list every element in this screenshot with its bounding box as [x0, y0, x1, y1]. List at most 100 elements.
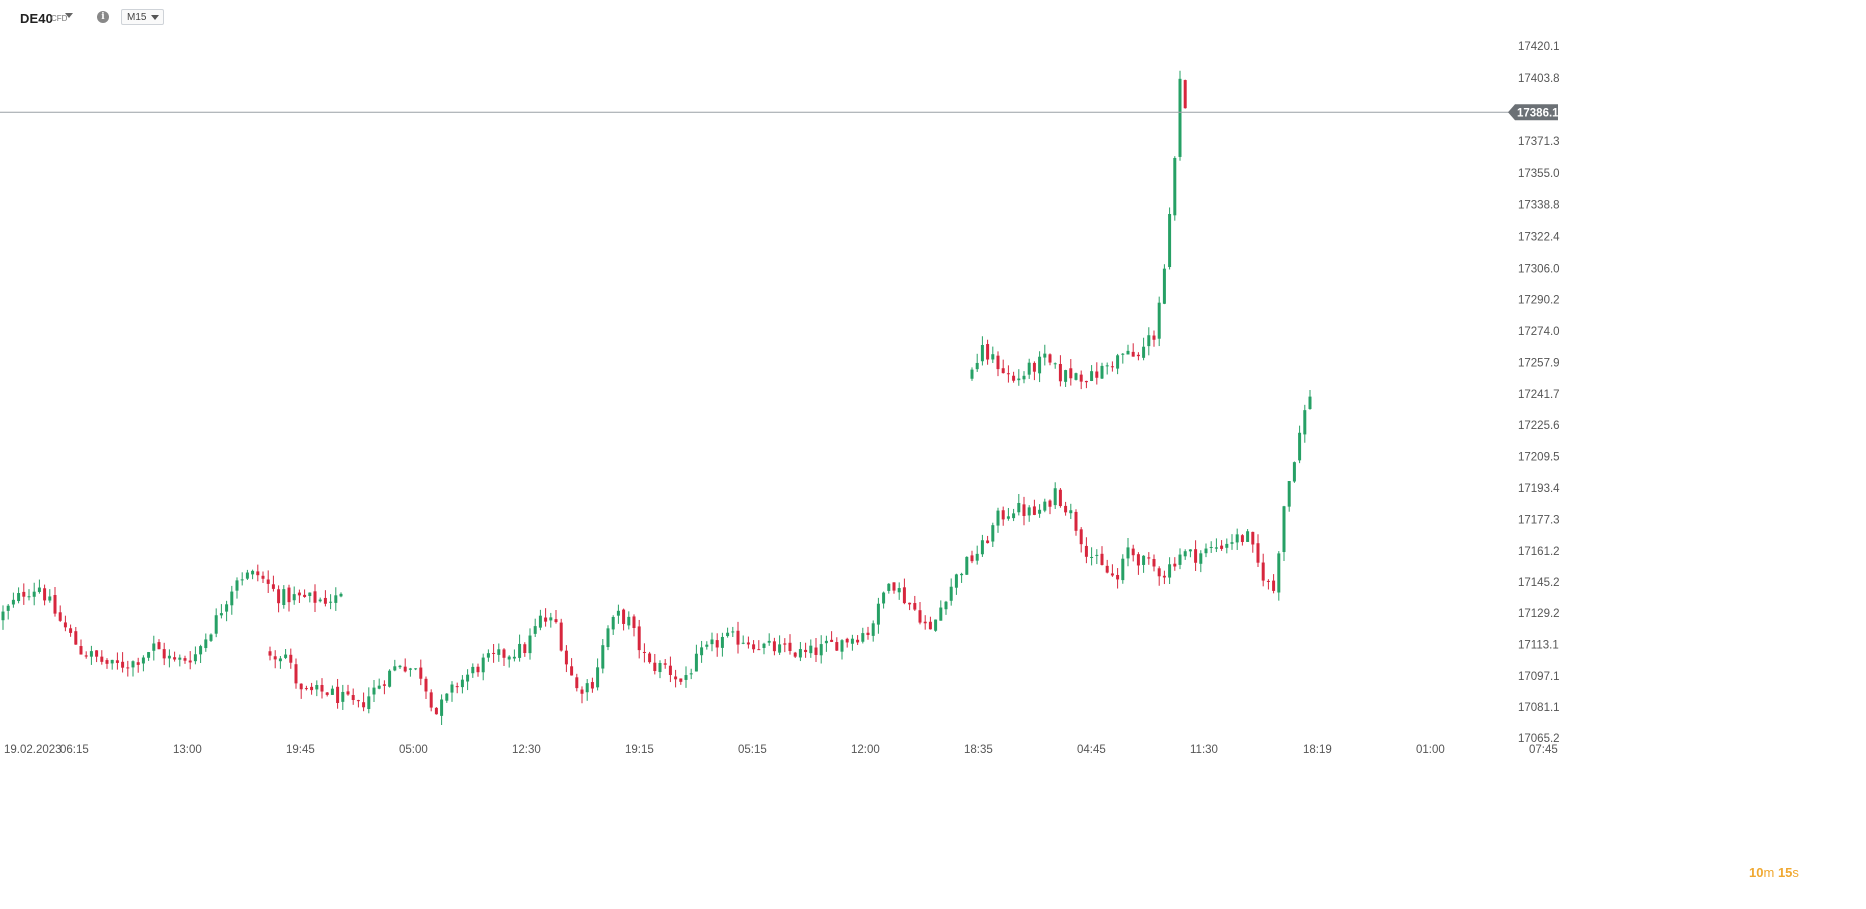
candle-body: [965, 556, 969, 575]
candle-body: [804, 649, 808, 653]
price-axis-label: 17257.9: [1518, 357, 1560, 369]
candle-body: [954, 574, 958, 588]
candle-body: [632, 616, 636, 629]
candle-body: [1105, 565, 1109, 573]
candle-body: [105, 660, 109, 664]
candle-body: [235, 580, 239, 591]
candle-body: [1022, 504, 1026, 516]
candle-body: [74, 631, 78, 645]
candle-body: [341, 691, 345, 702]
candle-body: [22, 591, 26, 597]
candle-body: [43, 588, 47, 601]
candle-body: [1095, 554, 1099, 556]
candle-body: [757, 649, 761, 651]
candle-body: [1038, 509, 1042, 514]
info-icon[interactable]: i: [97, 11, 109, 23]
candle-body: [303, 594, 307, 597]
candle-body: [292, 594, 296, 601]
price-axis[interactable]: 17420.1 17403.8 17371.3 17355.0 17338.8 17322…: [1518, 41, 1560, 745]
candle-body: [1261, 562, 1265, 581]
candle-body: [564, 650, 568, 665]
candle-body: [1136, 354, 1140, 357]
candles-layer: [1, 70, 1312, 726]
countdown-seconds: 15: [1777, 865, 1793, 880]
candle-body: [908, 602, 912, 605]
candle-body: [523, 644, 527, 654]
candle-body: [32, 591, 36, 597]
price-axis-label: 17145.2: [1518, 577, 1560, 589]
candle-body: [304, 688, 308, 690]
candle-body: [1292, 462, 1296, 482]
candle-body: [1246, 531, 1250, 542]
candle-body: [230, 591, 234, 606]
candle-body: [663, 663, 667, 665]
countdown-minutes: 10: [1749, 865, 1764, 880]
candle-body: [1, 611, 5, 621]
candle-body: [1038, 356, 1042, 374]
candle-body: [323, 597, 327, 604]
candle-body: [95, 650, 99, 657]
candle-body: [1178, 78, 1182, 157]
price-axis-label: 17355.0: [1518, 168, 1560, 180]
candle-body: [492, 652, 496, 654]
candle-body: [502, 649, 506, 658]
candle-body: [1090, 371, 1094, 381]
candle-body: [336, 686, 340, 703]
candle-body: [115, 660, 119, 663]
candle-body: [783, 643, 787, 645]
candle-body: [308, 592, 312, 596]
candle-body: [1100, 553, 1104, 565]
candle-body: [1277, 553, 1281, 593]
candle-body: [450, 684, 454, 693]
symbol-name[interactable]: DE40: [20, 11, 53, 26]
candle-body: [512, 656, 516, 659]
price-axis-label: 17193.4: [1518, 483, 1560, 495]
current-price-label: 17386.1: [1517, 107, 1559, 119]
time-axis-label: 05:15: [738, 744, 767, 756]
candle-body: [928, 621, 932, 630]
candle-body: [549, 617, 553, 621]
countdown-seconds-unit: s: [1792, 865, 1799, 880]
time-axis-label: 19:15: [625, 744, 654, 756]
candle-body: [570, 666, 574, 676]
timeframe-select[interactable]: M15: [121, 9, 164, 25]
candle-body: [58, 612, 62, 621]
symbol-chevron-down-icon[interactable]: [65, 13, 73, 18]
candle-body: [1152, 335, 1156, 340]
candle-body: [429, 692, 433, 708]
candle-body: [1053, 363, 1057, 365]
price-axis-label: 17081.1: [1518, 702, 1560, 714]
symbol-type: CFD: [51, 14, 68, 23]
candle-body: [310, 686, 314, 691]
candle-body: [1006, 516, 1010, 519]
candle-body: [944, 601, 948, 610]
candle-body: [1074, 511, 1078, 531]
candle-body: [367, 696, 371, 710]
candle-body: [356, 700, 360, 702]
candle-body: [284, 654, 288, 658]
timeframe-label: M15: [127, 12, 147, 23]
candle-body: [388, 670, 392, 687]
candle-body: [1178, 554, 1182, 565]
candle-body: [559, 622, 563, 651]
candle-body: [1001, 368, 1005, 374]
candle-body: [1043, 501, 1047, 511]
candle-body: [611, 616, 615, 630]
candle-body: [1121, 558, 1125, 581]
candle-body: [1001, 510, 1005, 520]
candle-body: [809, 645, 813, 654]
candle-body: [173, 657, 177, 660]
candle-body: [424, 678, 428, 692]
candle-body: [1240, 535, 1244, 542]
candle-body: [986, 540, 990, 544]
candle-body: [419, 667, 423, 679]
candle-body: [882, 592, 886, 604]
candle-body: [497, 649, 501, 655]
candle-body: [767, 640, 771, 643]
time-axis-label: 07:45: [1529, 744, 1558, 756]
candle-body: [294, 664, 298, 684]
candle-body: [1225, 543, 1229, 548]
candle-body: [1230, 542, 1234, 544]
